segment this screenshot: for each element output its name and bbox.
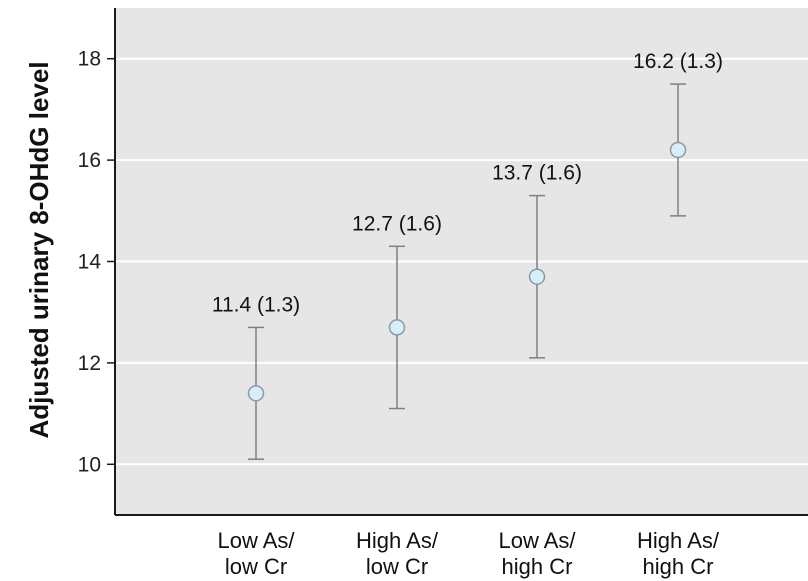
x-category-label-1: High As/low Cr — [356, 528, 439, 579]
data-label-2: 13.7 (1.6) — [492, 162, 582, 185]
x-category-label-line: high Cr — [502, 554, 573, 579]
data-point-2 — [528, 268, 546, 285]
x-category-label-0: Low As/low Cr — [217, 528, 295, 579]
data-point-0 — [247, 385, 265, 402]
data-marks: 11.4 (1.3) 12.7 (1.6) 13.7 (1.6) 16.2 (1.3) — [212, 50, 723, 460]
x-category-label-line: low Cr — [366, 554, 428, 579]
data-label-3: 16.2 (1.3) — [633, 50, 723, 73]
y-tick-label-12: 12 — [78, 352, 101, 375]
x-category-label-2: Low As/high Cr — [498, 528, 576, 579]
y-tick-label-16: 16 — [78, 149, 101, 172]
x-category-label-line: high Cr — [643, 554, 714, 579]
x-category-label-line: Low As/ — [217, 528, 295, 553]
x-category-label-line: Low As/ — [498, 528, 576, 553]
x-category-label-line: High As/ — [356, 528, 439, 553]
y-tick-label-18: 18 — [78, 48, 101, 71]
data-label-1: 12.7 (1.6) — [352, 212, 442, 235]
x-category-label-3: High As/high Cr — [637, 528, 720, 579]
x-category-label-line: High As/ — [637, 528, 720, 553]
data-label-0: 11.4 (1.3) — [212, 293, 300, 316]
x-category-label-line: low Cr — [225, 554, 287, 579]
y-axis-ticks: 10 12 14 16 18 — [78, 48, 115, 476]
y-tick-label-14: 14 — [78, 251, 102, 274]
y-axis-title: Adjusted urinary 8-OHdG level — [24, 61, 54, 438]
y-tick-label-10: 10 — [78, 453, 101, 476]
data-point-3 — [669, 141, 687, 159]
data-point-1 — [388, 319, 406, 336]
gridlines — [115, 57, 808, 466]
